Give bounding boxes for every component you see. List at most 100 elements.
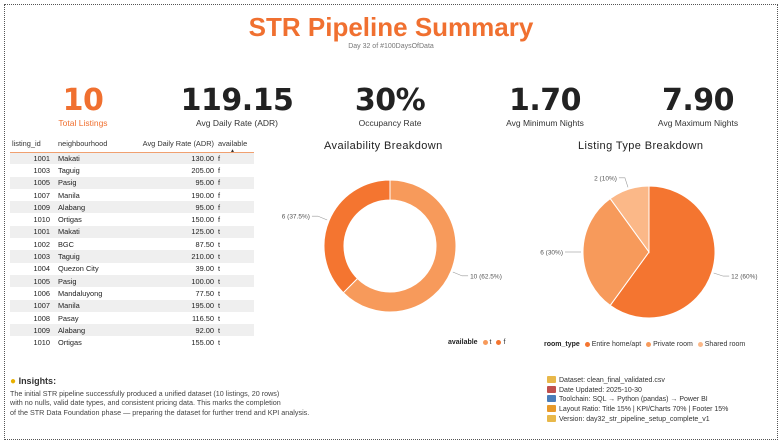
column-header-available[interactable]: available ▲ — [216, 136, 254, 154]
cell-neighbourhood: Pasig — [56, 176, 124, 189]
cell-available: t — [218, 288, 221, 298]
kpi-value: 119.15 — [180, 83, 294, 118]
kpi-value: 1.70 — [508, 83, 582, 118]
cell-available: t — [216, 225, 254, 239]
column-header-neighbourhood[interactable]: neighbourhood — [56, 136, 124, 153]
listing-type-chart-title: Listing Type Breakdown — [578, 140, 704, 152]
cell-available: f — [216, 152, 254, 165]
cell-listing-id: 1004 — [33, 264, 50, 274]
kpi-label: Occupancy Rate — [358, 118, 422, 128]
kpi-card-max-nights: 7.90 Avg Maximum Nights — [628, 84, 768, 129]
table-row[interactable]: 1005 Pasig 95.00 f — [10, 176, 254, 189]
kpi-value: 10 — [62, 83, 104, 118]
legend-swatch-entire-home — [584, 341, 590, 347]
table-row[interactable]: 1007 Manila 195.00 t — [10, 299, 254, 312]
cell-listing-id: 1006 — [33, 288, 50, 298]
cell-listing-id: 1007 — [33, 190, 50, 200]
kpi-card-total-listings: 10 Total Listings — [28, 83, 138, 129]
cell-listing-id: 1001 — [10, 225, 56, 239]
room-type-data-label-2: 2 (10%) — [594, 175, 617, 182]
cell-adr: 92.00 — [124, 324, 216, 337]
kpi-card-occupancy: 30% Occupancy Rate — [330, 83, 450, 129]
footer-item-text: Date Updated: 2025-10-30 — [559, 386, 642, 394]
table-row[interactable]: 1001 Makati 125.00 t — [10, 225, 254, 239]
cell-available: t — [216, 274, 254, 288]
table-row[interactable]: 1002 BGC 87.50 t — [10, 238, 254, 250]
availability-leader-line-0 — [452, 271, 469, 277]
kpi-label: Avg Minimum Nights — [506, 118, 584, 128]
cell-listing-id: 1005 — [10, 176, 56, 189]
cell-neighbourhood: Manila — [56, 299, 124, 312]
room-type-leader-line-0 — [713, 272, 730, 277]
legend-swatch-t — [482, 339, 488, 345]
availability-slice-1[interactable] — [323, 179, 391, 294]
table-row[interactable]: 1004 Quezon City 39.00 t — [10, 263, 254, 275]
room-type-slice-1[interactable] — [582, 197, 650, 307]
kpi-label: Avg Maximum Nights — [657, 118, 739, 128]
table-row[interactable]: 1009 Alabang 92.00 t — [10, 324, 254, 337]
room-type-slice-2[interactable] — [609, 185, 650, 254]
kpi-card-min-nights: 1.70 Avg Minimum Nights — [480, 83, 610, 129]
footer-item-text: Dataset: clean_final_validated.csv — [559, 377, 665, 384]
table-row[interactable]: 1006 Mandaluyong 77.50 t — [10, 287, 254, 299]
footer-item: Version: day32_str_pipeline_setup_comple… — [547, 414, 728, 425]
cell-adr: 87.50 — [195, 239, 215, 249]
cell-adr: 116.50 — [191, 313, 214, 323]
cell-adr: 95.00 — [124, 201, 216, 214]
footer-item: Dataset: clean_final_validated.csv — [547, 376, 728, 386]
cell-listing-id: 1010 — [33, 338, 50, 348]
footer-item: Toolchain: SQL → Python (pandas) → Power… — [547, 395, 728, 405]
cell-neighbourhood: BGC — [58, 239, 75, 249]
room-type-data-label-0: 12 (60%) — [731, 274, 757, 281]
cell-neighbourhood: Quezon City — [58, 264, 99, 274]
availability-leader-line-1 — [311, 215, 328, 221]
table-row[interactable]: 1009 Alabang 95.00 f — [10, 201, 254, 214]
calendar-icon — [547, 385, 556, 393]
cell-available: f — [216, 176, 254, 189]
cell-adr: 190.00 — [191, 190, 214, 200]
column-header-adr[interactable]: Avg Daily Rate (ADR) — [124, 136, 216, 153]
table-row[interactable]: 1005 Pasig 100.00 t — [10, 274, 254, 288]
kpi-value: 30% — [354, 83, 426, 118]
metadata-footer: Dataset: clean_final_validated.csv Date U… — [547, 376, 728, 425]
ratio-icon — [547, 405, 556, 413]
cell-adr: 100.00 — [124, 274, 216, 288]
insights-heading: ● Insights: — [10, 376, 56, 387]
cell-listing-id: 1009 — [10, 201, 56, 214]
table-row[interactable]: 1003 Taguig 210.00 t — [10, 250, 254, 263]
cell-adr: 95.00 — [124, 176, 216, 189]
cell-neighbourhood: Alabang — [56, 201, 124, 214]
cell-adr: 205.00 — [191, 165, 214, 175]
cell-adr: 125.00 — [124, 225, 216, 239]
cell-available: t — [218, 338, 221, 348]
table-row[interactable]: 1001 Makati 130.00 f — [10, 152, 254, 165]
report-frame — [4, 4, 778, 440]
legend-entry-t: t — [489, 339, 492, 346]
table-row[interactable]: 1003 Taguig 205.00 f — [10, 164, 254, 176]
cell-available: f — [216, 201, 254, 214]
cell-listing-id: 1010 — [33, 215, 50, 225]
availability-slice-0[interactable] — [342, 179, 457, 313]
table-row[interactable]: 1008 Pasay 116.50 t — [10, 312, 254, 324]
footer-item: Layout Ratio: Title 15% | KPI/Charts 70%… — [547, 405, 728, 415]
cell-neighbourhood: Taguig — [58, 165, 80, 175]
availability-data-label-0: 10 (62.5%) — [470, 273, 502, 280]
availability-chart-title: Availability Breakdown — [324, 140, 443, 152]
room-type-slice-0[interactable] — [609, 185, 716, 319]
cell-neighbourhood: Alabang — [56, 324, 124, 337]
lightbulb-icon: ● — [10, 376, 17, 387]
kpi-label: Total Listings — [58, 118, 108, 128]
table-header-row: listing_id neighbourhood Avg Daily Rate … — [10, 136, 254, 154]
legend-entry-entire-home: Entire home/apt — [591, 341, 642, 348]
insights-line: with no nulls, valid date types, and con… — [10, 398, 281, 408]
table-row[interactable]: 1010 Ortigas 155.00 t — [10, 336, 254, 348]
column-header-listing-id[interactable]: listing_id — [10, 136, 56, 153]
sort-ascending-icon: ▲ — [230, 148, 235, 154]
table-row[interactable]: 1007 Manila 190.00 f — [10, 189, 254, 201]
cell-available: f — [218, 165, 221, 175]
cell-listing-id: 1009 — [10, 324, 56, 337]
room-type-legend: room_type Entire home/apt Private room S… — [544, 341, 745, 348]
cell-adr: 39.00 — [195, 264, 215, 274]
table-row[interactable]: 1010 Ortigas 150.00 f — [10, 213, 254, 225]
legend-title: available — [448, 339, 478, 346]
